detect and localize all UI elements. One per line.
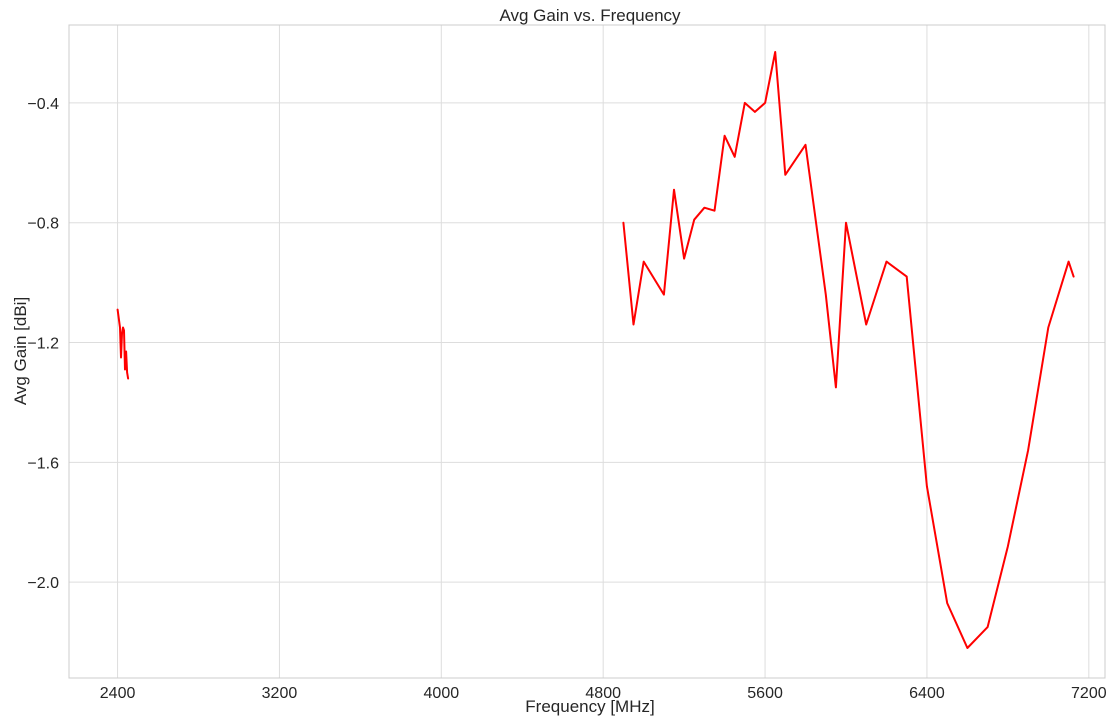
x-tick-label: 6400 [909,685,945,702]
x-tick-labels: 2400 3200 4000 4800 5600 6400 7200 [100,685,1106,702]
y-tick-labels: −0.4 −0.8 −1.2 −1.6 −2.0 [27,96,59,592]
y-tick-label: −0.8 [27,216,59,233]
chart-title: Avg Gain vs. Frequency [499,6,681,25]
series-line-2 [622,51,1075,649]
x-tick-label: 4000 [424,685,460,702]
x-axis-title: Frequency [MHz] [525,697,654,716]
y-tick-label: −1.2 [27,336,59,353]
series-line-1 [116,308,130,380]
x-tick-label: 5600 [747,685,783,702]
series-group [116,51,1075,649]
x-tick-label: 7200 [1071,685,1106,702]
y-tick-label: −2.0 [27,575,59,592]
grid [69,25,1105,678]
y-tick-label: −0.4 [27,96,59,113]
y-tick-label: −1.6 [27,455,59,472]
x-tick-label: 3200 [262,685,298,702]
y-axis-title: Avg Gain [dBi] [11,297,30,405]
x-tick-label: 4800 [585,685,621,702]
plot-frame [68,24,1106,679]
x-tick-label: 2400 [100,685,136,702]
